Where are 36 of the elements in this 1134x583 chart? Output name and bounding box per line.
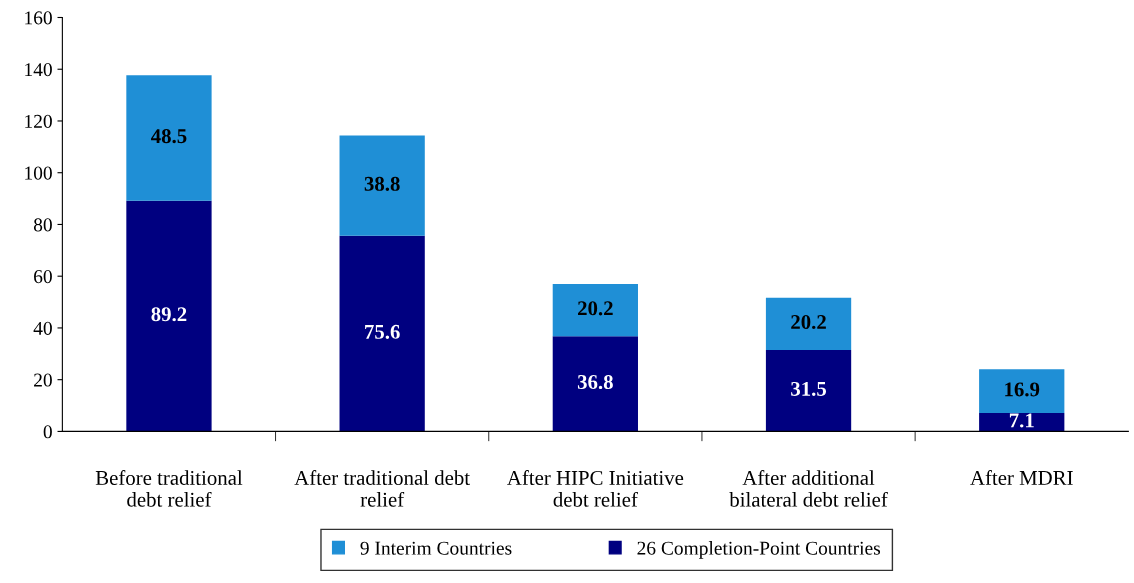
data-label: 20.2: [791, 314, 826, 330]
data-label: 75.6: [365, 324, 400, 339]
data-label: 7.1: [1009, 413, 1034, 428]
x-tick-label: After MDRI: [970, 470, 1073, 485]
data-label: 31.5: [791, 381, 827, 396]
y-tick-label: 120: [25, 114, 52, 128]
bar: [552, 336, 638, 432]
y-tick-label: 40: [33, 321, 52, 335]
y-tick-label: 80: [33, 218, 52, 232]
data-label: 36.8: [577, 374, 613, 390]
y-tick-label: 0: [43, 425, 52, 439]
legend-label: 26 Completion-Point Countries: [637, 541, 881, 559]
x-tick-label: After HIPC Initiative debt relief: [507, 470, 684, 507]
bar: [979, 413, 1065, 432]
y-tick-label: 20: [34, 373, 52, 387]
data-label: 89.2: [151, 307, 187, 322]
x-tick-label: After additional bilateral debt relief: [729, 470, 888, 507]
data-label: 16.9: [1005, 382, 1040, 397]
bar: [339, 235, 425, 432]
data-label: 48.5: [151, 129, 187, 144]
bar: [339, 135, 425, 236]
bar: [765, 349, 852, 432]
bar: [552, 283, 638, 337]
legend-label: 9 Interim Countries: [360, 541, 512, 555]
data-label: 20.2: [578, 301, 613, 316]
x-tick-label: Before traditional debt relief: [95, 470, 243, 507]
bar: [765, 297, 852, 350]
y-tick-label: 140: [25, 63, 52, 77]
bar: [126, 75, 212, 201]
y-tick-label: 60: [34, 270, 52, 284]
y-tick-label: 100: [25, 166, 52, 180]
bar: [126, 200, 212, 432]
x-tick-label: After traditional debt relief: [294, 470, 470, 507]
y-tick-label: 160: [25, 11, 52, 25]
data-label: 38.8: [364, 176, 400, 191]
bar: [979, 369, 1065, 414]
